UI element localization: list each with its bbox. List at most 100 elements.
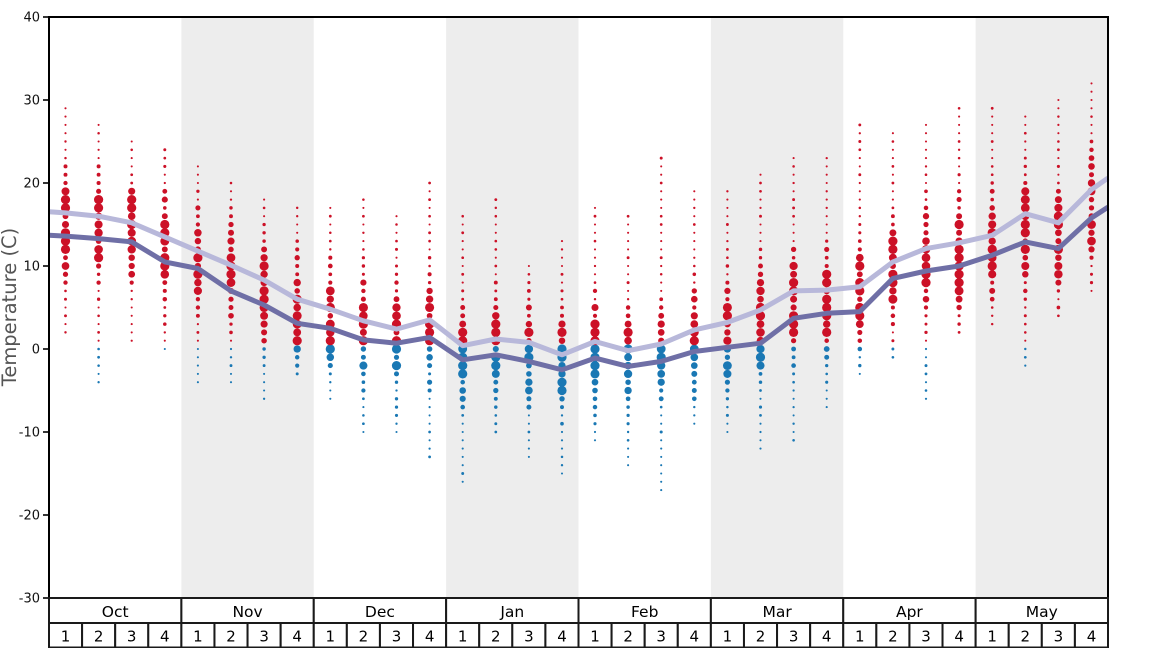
warm-temp-dot: [825, 215, 828, 218]
y-tick-label: 20: [23, 177, 40, 192]
warm-temp-dot: [130, 323, 133, 326]
warm-temp-dot: [891, 132, 894, 135]
warm-temp-dot: [195, 205, 201, 211]
week-label: 2: [359, 628, 369, 646]
week-label: 3: [1054, 628, 1064, 646]
cold-temp-dot: [461, 464, 464, 467]
warm-temp-dot: [329, 231, 332, 235]
warm-temp-dot: [263, 198, 266, 201]
warm-temp-dot: [659, 297, 664, 302]
warm-temp-dot: [64, 156, 67, 160]
warm-temp-dot: [395, 239, 398, 243]
warm-temp-dot: [428, 214, 431, 218]
warm-temp-dot: [954, 286, 964, 296]
warm-temp-dot: [891, 222, 895, 227]
warm-temp-dot: [922, 295, 930, 303]
cold-temp-dot: [263, 389, 266, 392]
warm-temp-dot: [162, 280, 168, 286]
cold-temp-dot: [229, 364, 233, 368]
month-cell: [48, 597, 183, 624]
warm-temp-dot: [127, 245, 136, 254]
warm-temp-dot: [61, 262, 70, 270]
cold-temp-dot: [825, 380, 829, 384]
cold-temp-dot: [691, 388, 697, 393]
warm-temp-dot: [229, 190, 233, 193]
warm-temp-dot: [129, 280, 134, 285]
warm-temp-dot: [428, 239, 431, 243]
warm-temp-dot: [855, 253, 864, 262]
warm-temp-dot: [461, 240, 464, 243]
warm-temp-dot: [627, 289, 630, 292]
cold-temp-dot: [361, 380, 366, 384]
warm-temp-dot: [956, 213, 963, 220]
warm-temp-dot: [956, 197, 962, 203]
warm-temp-dot: [362, 248, 365, 251]
warm-temp-dot: [856, 271, 863, 278]
warm-temp-dot: [790, 295, 798, 303]
cold-temp-dot: [626, 438, 630, 442]
warm-temp-dot: [1024, 322, 1027, 326]
month-label: Oct: [102, 603, 129, 621]
warm-temp-dot: [726, 206, 729, 209]
warm-temp-dot: [693, 206, 696, 210]
warm-temp-dot: [824, 255, 829, 260]
warm-temp-dot: [362, 240, 365, 243]
warm-temp-dot: [822, 269, 832, 279]
cold-temp-dot: [329, 389, 332, 392]
warm-temp-dot: [295, 264, 300, 268]
warm-temp-dot: [990, 140, 994, 143]
warm-temp-dot: [97, 314, 100, 318]
cold-temp-dot: [263, 372, 266, 375]
warm-temp-dot: [693, 190, 696, 193]
cold-temp-dot: [527, 430, 531, 434]
warm-temp-dot: [325, 336, 335, 346]
warm-temp-dot: [491, 319, 501, 329]
cold-temp-dot: [657, 378, 665, 386]
cold-temp-dot: [626, 422, 630, 426]
warm-temp-dot: [990, 314, 994, 318]
warm-temp-dot: [990, 306, 994, 309]
warm-temp-dot: [525, 304, 532, 311]
warm-temp-dot: [64, 314, 67, 318]
warm-temp-dot: [759, 198, 762, 201]
warm-temp-dot: [329, 206, 332, 209]
warm-temp-dot: [724, 329, 731, 336]
warm-temp-dot: [988, 237, 996, 245]
warm-temp-dot: [461, 297, 465, 301]
warm-temp-dot: [130, 181, 134, 185]
cold-temp-dot: [924, 364, 928, 368]
warm-temp-dot: [857, 239, 862, 243]
warm-temp-dot: [855, 320, 864, 329]
week-label: 2: [756, 628, 766, 646]
week-cell: [742, 622, 779, 648]
warm-temp-dot: [96, 272, 101, 277]
warm-temp-dot: [127, 203, 137, 213]
warm-temp-dot: [130, 331, 133, 334]
warm-temp-dot: [263, 215, 266, 218]
warm-temp-dot: [393, 296, 400, 303]
warm-temp-dot: [1090, 90, 1093, 93]
warm-temp-dot: [494, 231, 497, 234]
cold-temp-dot: [592, 387, 598, 394]
warm-temp-dot: [295, 206, 299, 210]
cold-temp-dot: [858, 356, 862, 359]
warm-temp-dot: [193, 286, 202, 295]
week-cell: [312, 622, 348, 648]
warm-temp-dot: [295, 272, 300, 277]
week-cell: [81, 622, 117, 648]
warm-temp-dot: [958, 165, 961, 168]
month-band-may: [975, 17, 1109, 598]
cold-temp-dot: [560, 430, 564, 434]
warm-temp-dot: [593, 239, 597, 243]
warm-temp-dot: [659, 256, 663, 260]
warm-temp-dot: [858, 157, 861, 160]
warm-temp-dot: [325, 286, 335, 296]
warm-temp-dot: [162, 296, 168, 302]
warm-temp-dot: [428, 231, 432, 235]
month-label: Feb: [631, 603, 658, 621]
warm-temp-dot: [560, 272, 564, 276]
warm-temp-dot: [759, 214, 762, 218]
warm-temp-dot: [858, 173, 862, 177]
warm-temp-dot: [627, 248, 630, 251]
